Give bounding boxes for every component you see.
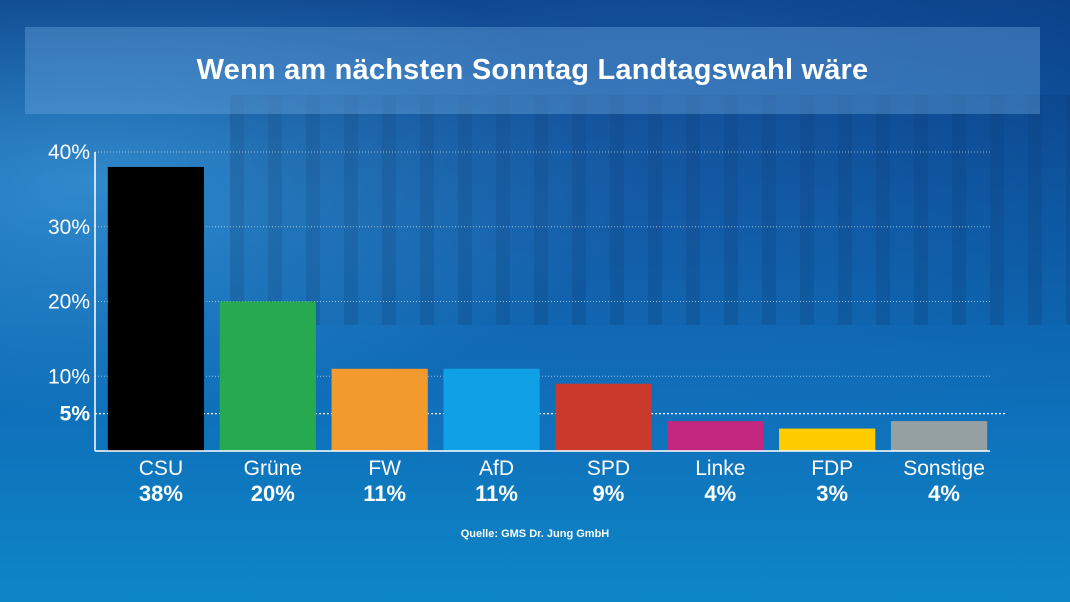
bar-value-label: 11%	[475, 481, 518, 506]
bar-grüne	[219, 301, 316, 451]
y-tick-label: 10%	[48, 365, 90, 388]
bar-fw	[331, 368, 428, 451]
bar-value-label: 9%	[593, 481, 625, 506]
bar-afd	[443, 368, 540, 451]
bar-value-label: 20%	[251, 481, 295, 506]
bar-value-label: 4%	[704, 481, 736, 506]
x-category-label: Grüne	[244, 457, 302, 480]
x-category-label: CSU	[139, 457, 183, 480]
source-note: Quelle: GMS Dr. Jung GmbH	[460, 528, 610, 540]
x-category-label: SPD	[587, 457, 630, 480]
bar-value-label: 38%	[139, 481, 183, 506]
x-category-label: FW	[368, 457, 401, 480]
bar-value-label: 3%	[816, 481, 848, 506]
bar-linke	[667, 421, 764, 451]
x-category-label: Sonstige	[903, 457, 985, 480]
bar-fdp	[779, 428, 876, 451]
threshold-label: 5%	[60, 403, 91, 426]
bar-sonstige	[890, 421, 988, 451]
x-category-label: FDP	[811, 457, 853, 480]
y-tick-label: 30%	[48, 216, 90, 239]
bar-csu	[107, 166, 205, 451]
background-building	[230, 95, 1070, 325]
bar-value-label: 11%	[363, 481, 406, 506]
bar-value-label: 4%	[928, 481, 960, 506]
y-tick-label: 40%	[48, 141, 90, 164]
bar-spd	[555, 383, 652, 451]
x-category-label: AfD	[479, 457, 514, 480]
y-tick-label: 20%	[48, 291, 90, 314]
chart-title: Wenn am nächsten Sonntag Landtagswahl wä…	[196, 54, 869, 86]
x-category-label: Linke	[695, 457, 745, 480]
title-banner: Wenn am nächsten Sonntag Landtagswahl wä…	[25, 27, 1040, 114]
